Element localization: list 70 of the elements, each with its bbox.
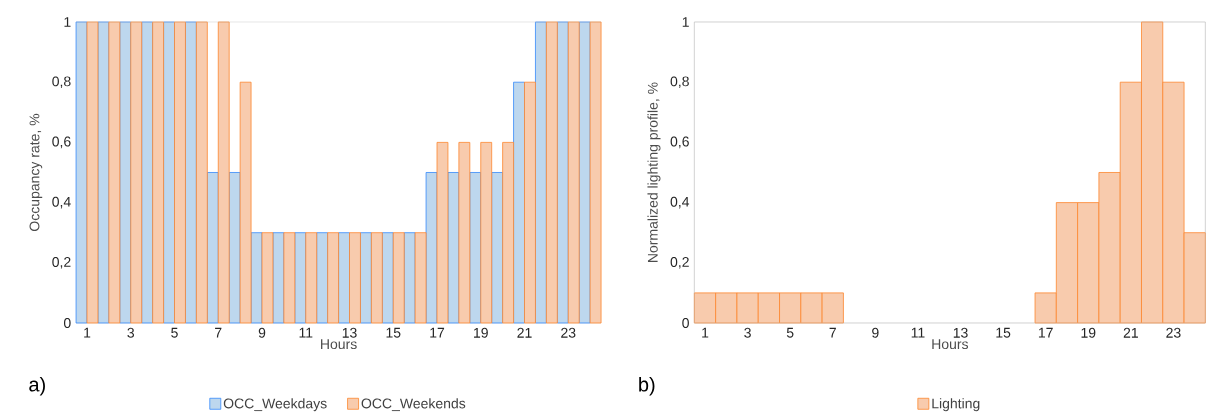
x-tick-label: 3 <box>127 327 135 338</box>
bar <box>370 232 383 324</box>
bar <box>239 81 252 324</box>
bar <box>480 142 493 324</box>
bar <box>305 232 318 324</box>
x-tick-label: 11 <box>911 327 925 338</box>
bar <box>524 81 536 324</box>
y-tick-label: 0,2 <box>670 257 689 269</box>
bar <box>283 232 296 324</box>
x-tick-label: 3 <box>744 327 751 338</box>
x-axis-title: Hours <box>932 339 969 350</box>
x-tick-label: 15 <box>386 327 401 338</box>
x-tick-label: 17 <box>430 327 445 338</box>
y-tick-label: 0,6 <box>670 136 689 149</box>
bar <box>217 21 230 324</box>
y-tick-label: 0,4 <box>670 196 690 209</box>
y-axis-title: Normalized lighting profile, % <box>647 82 661 262</box>
x-tick-label: 21 <box>1123 327 1138 338</box>
y-tick-label: 0 <box>682 318 689 328</box>
x-tick-label: 7 <box>215 327 222 338</box>
x-tick-label: 13 <box>953 327 968 338</box>
x-tick-label: 17 <box>1038 327 1053 338</box>
bar <box>458 142 471 324</box>
text: a) <box>29 376 45 396</box>
bar <box>86 21 99 324</box>
y-tick-label: 1 <box>682 17 689 27</box>
x-tick-label: 1 <box>84 327 91 338</box>
text: b) <box>639 376 655 396</box>
bar <box>152 21 164 324</box>
y-tick-label: 0,6 <box>52 136 71 149</box>
bar <box>195 21 208 324</box>
x-tick-label: 11 <box>299 327 313 338</box>
legend-label: Lighting <box>932 398 980 412</box>
bar <box>502 142 514 324</box>
x-tick-label: 1 <box>702 327 709 338</box>
bar <box>108 21 121 324</box>
x-tick-label: 23 <box>561 327 576 338</box>
legend-label: OCC_Weekends <box>361 398 466 412</box>
x-axis-title: Hours <box>321 339 357 350</box>
y-tick-label: 0,4 <box>52 196 71 209</box>
x-tick-label: 19 <box>474 327 488 338</box>
x-tick-label: 19 <box>1081 327 1096 338</box>
bar <box>130 21 143 324</box>
bar <box>261 232 274 324</box>
bar <box>349 232 361 324</box>
x-tick-label: 15 <box>996 327 1011 338</box>
bar <box>327 232 339 324</box>
x-tick-label: 5 <box>786 327 794 338</box>
bar <box>392 232 405 324</box>
y-tick-label: 1 <box>64 17 71 27</box>
y-tick-label: 0,8 <box>52 76 71 88</box>
y-tick-label: 0,8 <box>670 76 689 88</box>
bar <box>545 21 558 324</box>
x-tick-label: 9 <box>258 327 266 338</box>
y-tick-label: 0,2 <box>52 257 71 269</box>
bar <box>436 142 449 324</box>
bar <box>567 21 580 324</box>
bar <box>589 21 602 324</box>
bar <box>414 232 427 324</box>
x-tick-label: 7 <box>829 327 836 338</box>
x-tick-label: 23 <box>1166 327 1181 338</box>
x-tick-label: 21 <box>517 327 532 338</box>
x-tick-label: 9 <box>872 327 879 338</box>
x-tick-label: 5 <box>171 327 178 338</box>
legend-label: OCC_Weekdays <box>223 398 327 412</box>
y-axis-title: Occupancy rate, % <box>29 113 43 231</box>
bar <box>174 21 186 324</box>
y-tick-label: 0 <box>63 318 71 328</box>
x-tick-label: 13 <box>342 327 357 338</box>
bar <box>75 21 88 324</box>
